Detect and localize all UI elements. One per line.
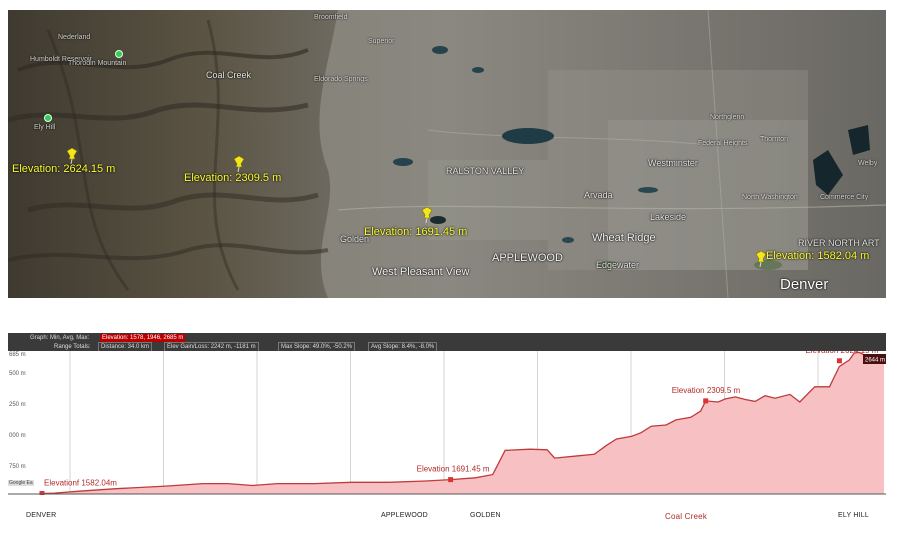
poi-marker[interactable] bbox=[115, 50, 123, 58]
x-caption-golden: GOLDEN bbox=[470, 512, 501, 519]
satellite-map[interactable]: Nederland Humboldt Reservoir Thorodin Mo… bbox=[8, 10, 886, 298]
place-nederland: Nederland bbox=[58, 34, 91, 41]
elevation-marker-label: Elevation: 2309.5 m bbox=[184, 172, 282, 184]
place-commerce-city: Commerce City bbox=[820, 194, 869, 201]
place-edgewater: Edgewater bbox=[596, 260, 640, 270]
elevation-marker-label: Elevation: 1691.45 m bbox=[364, 226, 468, 238]
place-humboldt-reservoir: Humboldt Reservoir bbox=[30, 56, 92, 63]
x-caption-applewood: APPLEWOOD bbox=[381, 512, 428, 519]
place-golden: Golden bbox=[340, 234, 370, 244]
y-tick-label: 500 m bbox=[9, 371, 26, 377]
x-caption-ely-hill: ELY HILL bbox=[838, 512, 869, 519]
current-value-badge: 2644 m bbox=[865, 358, 885, 364]
profile-stats-bar: Graph: Min, Avg, Max: Elevation: 1578, 1… bbox=[8, 333, 886, 352]
place-thorodin-mountain: Thorodin Mountain bbox=[68, 60, 127, 67]
place-broomfield: Broomfield bbox=[314, 14, 348, 21]
x-caption-coal-creek: Coal Creek bbox=[665, 512, 708, 521]
elevation-line bbox=[41, 351, 885, 495]
place-west-pleasant-view: West Pleasant View bbox=[372, 266, 470, 278]
elevation-point-marker[interactable] bbox=[836, 358, 842, 364]
elevation-point-marker[interactable] bbox=[39, 490, 45, 495]
pushpin-icon[interactable] bbox=[232, 156, 246, 172]
place-federal-heights: Federal Heights bbox=[698, 140, 748, 147]
place-eldorado-springs: Eldorado Springs bbox=[314, 76, 368, 83]
place-welby: Welby bbox=[858, 160, 878, 167]
place-wheat-ridge: Wheat Ridge bbox=[592, 232, 656, 244]
current-value-badge-bg bbox=[863, 354, 886, 364]
place-thornton: Thornton bbox=[760, 136, 789, 143]
place-applewood: APPLEWOOD bbox=[492, 252, 563, 264]
y-tick-label: 250 m bbox=[9, 402, 26, 408]
pushpin-icon[interactable] bbox=[65, 148, 79, 164]
elevation-point-marker[interactable] bbox=[448, 477, 454, 483]
elevation-profile-panel[interactable]: Graph: Min, Avg, Max: Elevation: 1578, 1… bbox=[8, 333, 886, 495]
place-north-washington: North Washington bbox=[742, 194, 798, 201]
elevation-marker-label: Elevation: 1582.04 m bbox=[766, 250, 870, 262]
y-tick-label: 750 m bbox=[9, 464, 26, 470]
y-tick-label: 685 m bbox=[9, 352, 26, 358]
y-tick-label: 000 m bbox=[9, 433, 26, 439]
elevation-point-label: Elevation 2624.15 m bbox=[805, 351, 878, 355]
pushpin-icon[interactable] bbox=[420, 207, 434, 223]
poi-marker[interactable] bbox=[44, 114, 52, 122]
place-northglenn: Northglenn bbox=[710, 114, 745, 121]
elevation-point-label: Elevation 2309.5 m bbox=[672, 386, 741, 395]
place-coal-creek: Coal Creek bbox=[206, 70, 252, 80]
pushpin-icon[interactable] bbox=[754, 251, 768, 267]
elevation-area bbox=[42, 352, 884, 494]
x-caption-denver: DENVER bbox=[26, 512, 57, 519]
place-ely-hill: Ely Hill bbox=[34, 124, 56, 131]
elevation-chart[interactable]: 685 m 500 m 250 m 000 m 750 m Elevationf… bbox=[8, 351, 886, 495]
place-westminster: Westminster bbox=[648, 158, 698, 168]
elevation-point-marker[interactable] bbox=[703, 398, 709, 404]
google-earth-logo: Google Ea bbox=[8, 480, 34, 486]
range-totals-label: Range Totals: bbox=[54, 344, 91, 350]
min-avg-max-label: Min, Avg, Max: bbox=[50, 335, 90, 341]
place-lakeside: Lakeside bbox=[650, 212, 687, 222]
y-axis: 685 m 500 m 250 m 000 m 750 m bbox=[9, 352, 26, 470]
elevation-point-label: Elevationf 1582.04m bbox=[44, 478, 117, 487]
place-arvada: Arvada bbox=[584, 190, 613, 200]
place-ralston-valley: RALSTON VALLEY bbox=[446, 166, 525, 176]
place-river-north-art: RIVER NORTH ART bbox=[798, 238, 880, 248]
elevation-marker-label: Elevation: 2624.15 m bbox=[12, 163, 116, 175]
graph-label: Graph: bbox=[30, 335, 49, 341]
place-denver: Denver bbox=[780, 276, 829, 293]
terrain-imagery bbox=[8, 10, 886, 298]
place-superior: Superior bbox=[368, 38, 395, 45]
elevation-stats-badge[interactable]: Elevation: 1578, 1946, 2685 m bbox=[100, 334, 186, 342]
elevation-point-label: Elevation 1691.45 m bbox=[417, 465, 490, 474]
